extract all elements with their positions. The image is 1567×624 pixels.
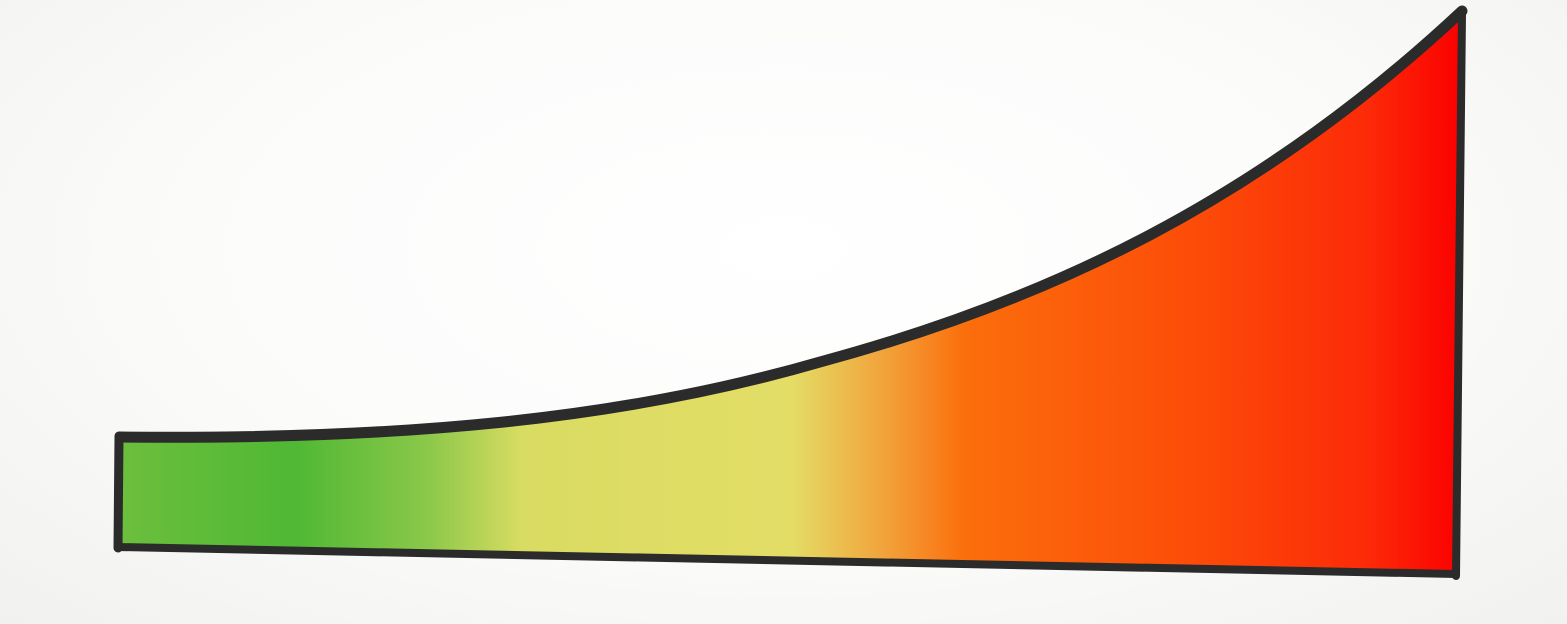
wedge-top-curve (114, 5, 1468, 443)
wedge-left-edge (113, 431, 124, 553)
wedge-right-edge (1452, 10, 1466, 580)
wedge-fill (118, 14, 1460, 575)
wedge-bottom-edge (114, 543, 1460, 578)
